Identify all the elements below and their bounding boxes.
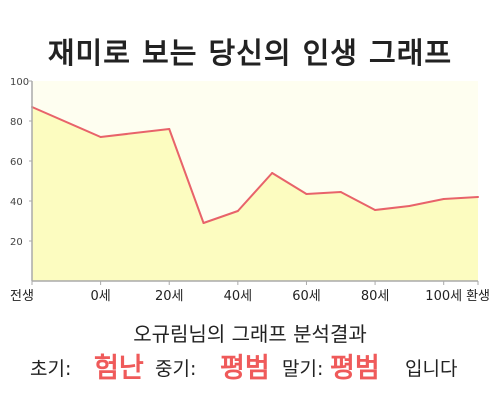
- x-tick-label: 100세: [425, 289, 462, 304]
- area-fill: [32, 107, 478, 281]
- data-point: [374, 209, 377, 211]
- data-point: [477, 196, 479, 198]
- x-tick-label: 60세: [292, 289, 321, 304]
- early-value: 험난: [94, 353, 144, 384]
- early-label: 초기:: [30, 358, 72, 380]
- data-point: [339, 191, 342, 193]
- late-label: 말기:: [282, 358, 324, 380]
- data-point: [99, 136, 102, 138]
- page-title: 재미로 보는 당신의 인생 그래프: [47, 36, 453, 70]
- data-point: [168, 128, 171, 130]
- analysis-summary: 초기: 험난 중기: 평범 말기: 평범 입니다: [0, 346, 500, 384]
- y-tick-label: 20: [10, 237, 23, 248]
- x-tick-label: 전생: [10, 289, 34, 304]
- y-tick-label: 40: [10, 197, 23, 208]
- data-point: [305, 193, 308, 195]
- data-point: [202, 222, 205, 224]
- x-tick-label: 40세: [224, 289, 253, 304]
- mid-value: 평범: [220, 353, 270, 384]
- x-tick-label: 0세: [90, 289, 110, 304]
- y-tick-label: 100: [10, 77, 29, 88]
- analysis-title: 오규림님의 그래프 분석결과: [133, 322, 367, 346]
- data-point: [408, 205, 411, 207]
- series-line: [31, 106, 479, 224]
- y-tick-label: 80: [10, 117, 23, 128]
- data-point: [236, 210, 239, 212]
- late-value: 평범: [330, 353, 380, 384]
- data-point: [271, 172, 274, 174]
- data-point: [442, 198, 445, 200]
- x-tick-label: 환생: [466, 289, 490, 304]
- x-tick-label: 80세: [361, 289, 390, 304]
- suffix-text: 입니다: [405, 358, 458, 380]
- y-tick-label: 60: [10, 157, 23, 168]
- mid-label: 중기:: [155, 358, 197, 380]
- x-tick-label: 20세: [155, 289, 184, 304]
